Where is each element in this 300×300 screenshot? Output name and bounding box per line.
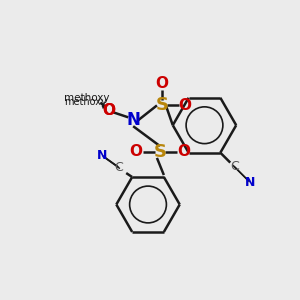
Text: methoxy: methoxy — [64, 98, 107, 107]
Text: O: O — [155, 76, 168, 91]
Text: O: O — [102, 103, 115, 118]
Text: methoxy: methoxy — [64, 94, 109, 103]
Text: N: N — [97, 149, 108, 162]
Text: methoxy: methoxy — [84, 96, 90, 98]
Text: C: C — [230, 160, 239, 173]
Text: C: C — [114, 160, 123, 174]
Text: O: O — [90, 99, 91, 100]
Text: O: O — [177, 145, 190, 160]
Text: S: S — [153, 143, 167, 161]
Text: S: S — [155, 96, 168, 114]
Text: O: O — [178, 98, 191, 113]
Text: N: N — [245, 176, 255, 189]
Text: O: O — [130, 145, 142, 160]
Text: N: N — [126, 111, 140, 129]
Text: O: O — [102, 103, 115, 118]
